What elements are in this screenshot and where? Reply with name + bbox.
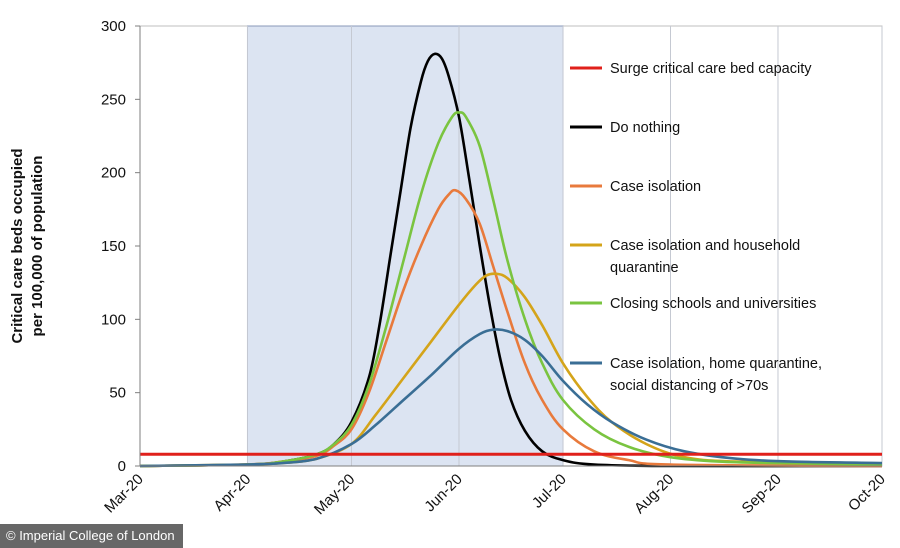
legend-label-closing-schools-and-universities: Closing schools and universities [610,296,816,312]
x-tick-label-mar-20: Mar-20 [101,471,147,517]
y-axis-label-line-2: per 100,000 of population [29,156,46,337]
y-tick-label-50: 50 [109,385,126,402]
y-tick-label-0: 0 [118,458,126,475]
y-axis-label: Critical care beds occupied per 100,000 o… [9,148,46,343]
y-tick-label-200: 200 [101,165,126,182]
legend-label-case-isolation-and-household-quarantine: Case isolation and household [610,238,800,254]
legend-label-surge-critical-care-bed-capacity: Surge critical care bed capacity [610,61,812,77]
y-tick-label-150: 150 [101,238,126,255]
series-line-case-isolation-home-quarantine-social-distancing-of-70s [139,328,883,468]
gridlines [246,26,883,466]
x-tick-labels: Mar-20 Apr-20 May-20 Jun-20 Jul-20 Aug-20 Sep-… [101,471,889,518]
intervention-shade [246,25,564,467]
credit-badge: © Imperial College of London [0,524,183,548]
y-tick-labels: 0 50 100 150 200 250 300 [101,18,126,475]
legend-label-case-isolation-home-quarantine-social-distancing-of-70s-line-2: social distancing of >70s [610,378,768,394]
y-tick-label-250: 250 [101,91,126,108]
legend-label-do-nothing: Do nothing [610,120,680,136]
x-tick-label-sep-20: Sep-20 [739,471,785,517]
y-tick-label-100: 100 [101,311,126,328]
legend-label-case-isolation-and-household-quarantine-line-2: quarantine [610,260,679,276]
x-tick-label-jul-20: Jul-20 [529,471,570,512]
x-tick-label-apr-20: Apr-20 [210,471,254,515]
x-tick-label-aug-20: Aug-20 [631,471,677,517]
shaded-region [246,25,564,467]
legend-label-case-isolation-home-quarantine-social-distancing-of-70s: Case isolation, home quarantine, [610,356,822,372]
x-tick-label-oct-20: Oct-20 [845,471,889,515]
legend: Surge critical care bed capacity Do nothi… [570,61,822,394]
y-axis-label-line-1: Critical care beds occupied [9,148,26,343]
y-tick-label-300: 300 [101,18,126,35]
legend-label-case-isolation: Case isolation [610,179,701,195]
axes [135,25,882,467]
x-tick-label-may-20: May-20 [311,471,358,518]
series-line-closing-schools-and-universities [139,111,883,468]
series-lines [139,52,883,468]
x-tick-label-jun-20: Jun-20 [421,471,465,515]
